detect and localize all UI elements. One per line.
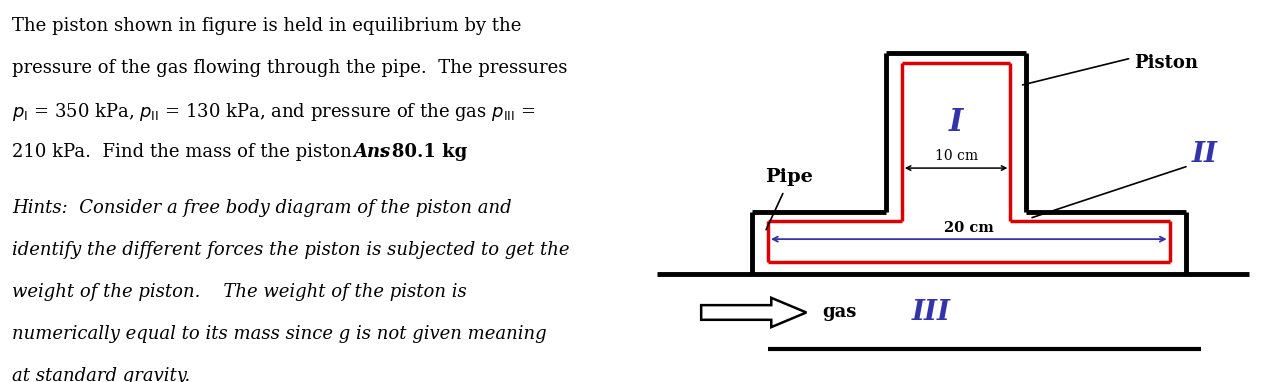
Text: 20 cm: 20 cm — [944, 220, 993, 235]
Text: III: III — [911, 299, 950, 326]
Text: 210 kPa.  Find the mass of the piston.: 210 kPa. Find the mass of the piston. — [13, 143, 358, 161]
Text: $p_{\rm I}$ = 350 kPa, $p_{\rm II}$ = 130 kPa, and pressure of the gas $p_{\rm I: $p_{\rm I}$ = 350 kPa, $p_{\rm II}$ = 13… — [13, 101, 536, 123]
Text: I: I — [949, 107, 963, 138]
Text: numerically equal to its mass since g is not given meaning: numerically equal to its mass since g is… — [13, 325, 548, 343]
Text: at standard gravity.: at standard gravity. — [13, 367, 191, 382]
Text: Pipe: Pipe — [765, 168, 813, 186]
Text: pressure of the gas flowing through the pipe.  The pressures: pressure of the gas flowing through the … — [13, 59, 568, 77]
Text: : 80.1 kg: : 80.1 kg — [379, 143, 467, 161]
Text: gas: gas — [823, 303, 857, 322]
Text: Piston: Piston — [1135, 53, 1199, 72]
Text: Ans: Ans — [353, 143, 390, 161]
Text: weight of the piston.    The weight of the piston is: weight of the piston. The weight of the … — [13, 283, 467, 301]
Text: identify the different forces the piston is subjected to get the: identify the different forces the piston… — [13, 241, 570, 259]
Text: Hints:  Consider a free body diagram of the piston and: Hints: Consider a free body diagram of t… — [13, 199, 512, 217]
Text: 10 cm: 10 cm — [935, 149, 978, 163]
Text: II: II — [1191, 141, 1218, 168]
Text: The piston shown in figure is held in equilibrium by the: The piston shown in figure is held in eq… — [13, 17, 522, 35]
Polygon shape — [702, 298, 806, 327]
